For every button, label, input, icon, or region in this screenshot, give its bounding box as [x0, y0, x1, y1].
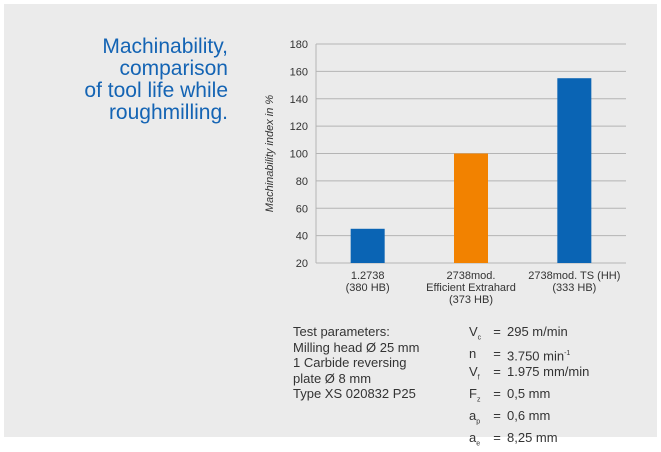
cutting-value-row: Vf = 1.975 mm/min — [469, 364, 589, 386]
y-tick-label: 160 — [290, 66, 308, 78]
y-tick-label: 40 — [296, 231, 308, 243]
category-label: 2738mod. TS (HH) — [528, 270, 620, 282]
bar — [557, 78, 592, 263]
equals-sign: = — [493, 363, 501, 379]
parameter-symbol: Vc — [469, 324, 482, 342]
cutting-value-row: ae = 8,25 mm — [469, 430, 589, 452]
parameter-value: 0,6 mm — [507, 408, 551, 424]
category-label: (333 HB) — [552, 282, 596, 294]
cutting-values-list: Vc = 295 m/min n = 3.750 min-1 Vf = 1.975 mm/min… — [469, 324, 589, 452]
heading-line: Machinability, — [102, 35, 228, 58]
parameter-line: Milling head Ø 25 mm — [293, 339, 420, 355]
heading-line: roughmilling. — [108, 101, 228, 124]
category-label: (380 HB) — [346, 282, 390, 294]
category-label: 1.2738 — [351, 270, 385, 282]
category-label: 2738mod. — [447, 270, 496, 282]
parameter-symbol: n — [469, 346, 477, 362]
parameter-line: Test parameters: — [293, 324, 390, 339]
y-tick-label: 120 — [290, 121, 308, 133]
parameter-value: 0,5 mm — [507, 386, 551, 402]
content-panel — [4, 4, 657, 437]
test-parameters-list: Test parameters: Milling head Ø 25 mm 1 … — [293, 324, 419, 402]
parameter-line: plate Ø 8 mm — [293, 370, 372, 386]
heading-line: of tool life while — [84, 79, 228, 102]
cutting-value-row: n = 3.750 min-1 — [469, 346, 589, 364]
category-label: Efficient Extrahard — [426, 282, 516, 294]
parameter-value: 8,25 mm — [507, 430, 558, 446]
bar — [454, 153, 488, 263]
equals-sign: = — [493, 324, 501, 339]
y-tick-label: 180 — [290, 39, 308, 51]
category-label: (373 HB) — [449, 294, 493, 306]
equals-sign: = — [493, 346, 501, 362]
parameter-value: 1.975 mm/min — [507, 363, 590, 379]
y-tick-label: 20 — [296, 258, 308, 270]
cutting-value-row: Vc = 295 m/min — [469, 324, 589, 346]
y-tick-label: 80 — [296, 176, 308, 188]
parameter-symbol: ae — [469, 430, 481, 448]
y-axis-label: Machinability index in % — [264, 95, 276, 213]
y-tick-label: 100 — [290, 149, 308, 161]
y-tick-label: 60 — [296, 203, 308, 215]
parameter-value: 3.750 min-1 — [507, 348, 571, 364]
parameter-line: 1 Carbide reversing — [293, 355, 407, 370]
heading-line: comparison — [119, 57, 228, 80]
parameter-symbol: Vf — [469, 363, 480, 382]
equals-sign: = — [493, 430, 501, 446]
cutting-value-row: Fz = 0,5 mm — [469, 386, 589, 408]
equals-sign: = — [493, 408, 501, 424]
parameter-symbol: Fz — [469, 386, 481, 404]
parameter-value: 295 m/min — [507, 324, 568, 339]
parameter-symbol: ap — [469, 408, 481, 426]
parameter-line: Type XS 020832 P25 — [293, 386, 416, 401]
bar — [350, 228, 385, 263]
chart-heading: Machinability, comparison of tool life w… — [48, 36, 228, 124]
equals-sign: = — [493, 386, 501, 402]
y-tick-label: 140 — [290, 94, 308, 106]
machinability-bar-chart: 20 40 60 80 100 120 140 160 180 Machinability ind… — [264, 39, 626, 306]
cutting-value-row: ap = 0,6 mm — [469, 408, 589, 430]
